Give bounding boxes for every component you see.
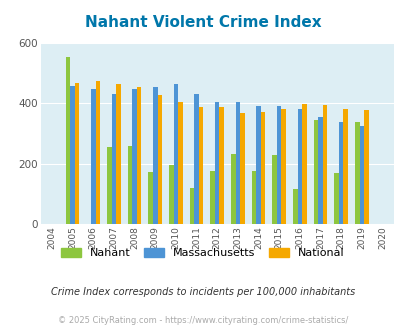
Bar [343, 109, 347, 224]
Bar [219, 107, 224, 224]
Bar [168, 165, 173, 224]
Text: © 2025 CityRating.com - https://www.cityrating.com/crime-statistics/: © 2025 CityRating.com - https://www.city… [58, 315, 347, 325]
Bar [301, 104, 306, 224]
Bar [338, 122, 343, 224]
Bar [354, 121, 359, 224]
Bar [198, 107, 203, 224]
Bar [318, 117, 322, 224]
Bar [235, 102, 239, 224]
Bar [136, 87, 141, 224]
Bar [116, 84, 120, 224]
Bar [194, 94, 198, 224]
Bar [333, 173, 338, 224]
Bar [239, 114, 244, 224]
Bar [95, 81, 100, 224]
Bar [230, 154, 235, 224]
Bar [111, 94, 116, 224]
Bar [132, 89, 136, 224]
Bar [210, 172, 214, 224]
Bar [214, 102, 219, 224]
Bar [107, 147, 111, 224]
Bar [189, 188, 194, 224]
Bar [276, 106, 281, 224]
Bar [251, 171, 256, 224]
Bar [128, 146, 132, 224]
Bar [75, 82, 79, 224]
Bar [91, 89, 95, 224]
Bar [363, 110, 368, 224]
Bar [272, 155, 276, 224]
Bar [292, 189, 297, 224]
Bar [256, 106, 260, 224]
Bar [178, 103, 182, 224]
Bar [260, 112, 265, 224]
Bar [322, 105, 326, 224]
Legend: Nahant, Massachusetts, National: Nahant, Massachusetts, National [61, 248, 344, 258]
Bar [297, 110, 301, 224]
Text: Nahant Violent Crime Index: Nahant Violent Crime Index [85, 15, 320, 30]
Bar [281, 109, 285, 224]
Bar [66, 56, 70, 224]
Text: Crime Index corresponds to incidents per 100,000 inhabitants: Crime Index corresponds to incidents per… [51, 287, 354, 297]
Bar [157, 95, 162, 224]
Bar [313, 120, 318, 224]
Bar [173, 84, 178, 224]
Bar [359, 126, 363, 224]
Bar [153, 87, 157, 224]
Bar [148, 172, 153, 224]
Bar [70, 86, 75, 224]
